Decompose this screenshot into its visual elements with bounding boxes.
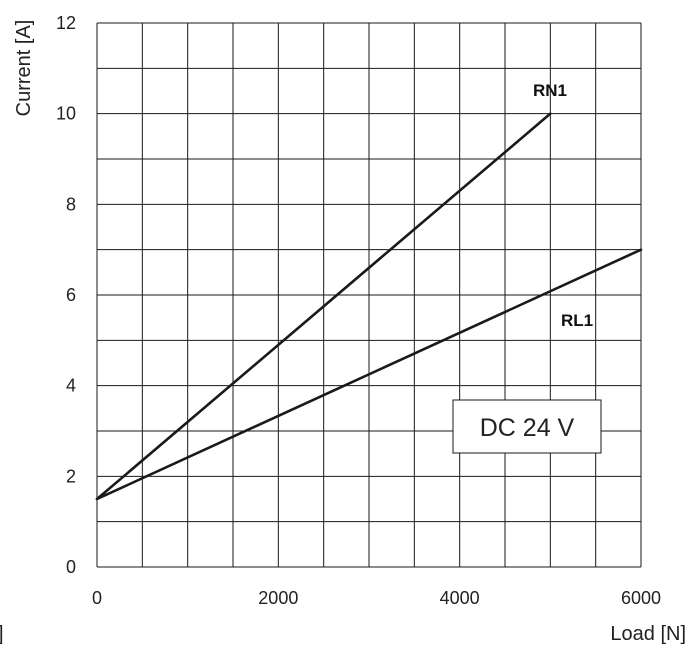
x-axis-label: Load [N] xyxy=(610,623,686,645)
y-tick-label: 6 xyxy=(66,285,76,305)
series-label-rn1: RN1 xyxy=(533,81,567,100)
annotation-frame xyxy=(452,399,602,454)
annotation-box: DC 24 V xyxy=(452,399,602,454)
x-tick-label: 2000 xyxy=(258,588,298,608)
y-tick-label: 4 xyxy=(66,376,76,396)
grid xyxy=(96,22,642,568)
series-lines: RN1 RL1 xyxy=(95,81,643,501)
x-tick-label: 4000 xyxy=(440,588,480,608)
y-tick-label: 12 xyxy=(56,13,76,33)
x-tick-label: 0 xyxy=(92,588,102,608)
series-line-rn1 xyxy=(95,112,552,501)
y-axis-label: Current [A] xyxy=(13,20,35,117)
tick-labels: 0 2000 4000 6000 0 2 4 6 8 10 12 xyxy=(56,13,661,608)
annotation-text: DC 24 V xyxy=(480,414,575,442)
y-tick-label: 0 xyxy=(66,557,76,577)
y-tick-label: 10 xyxy=(56,104,76,124)
x-tick-label: 6000 xyxy=(621,588,661,608)
clipped-axis-fragment: ] xyxy=(0,623,4,645)
series-label-rl1: RL1 xyxy=(561,311,593,330)
series-line-rl1 xyxy=(95,248,643,501)
y-tick-label: 8 xyxy=(66,194,76,214)
y-tick-label: 2 xyxy=(66,466,76,486)
